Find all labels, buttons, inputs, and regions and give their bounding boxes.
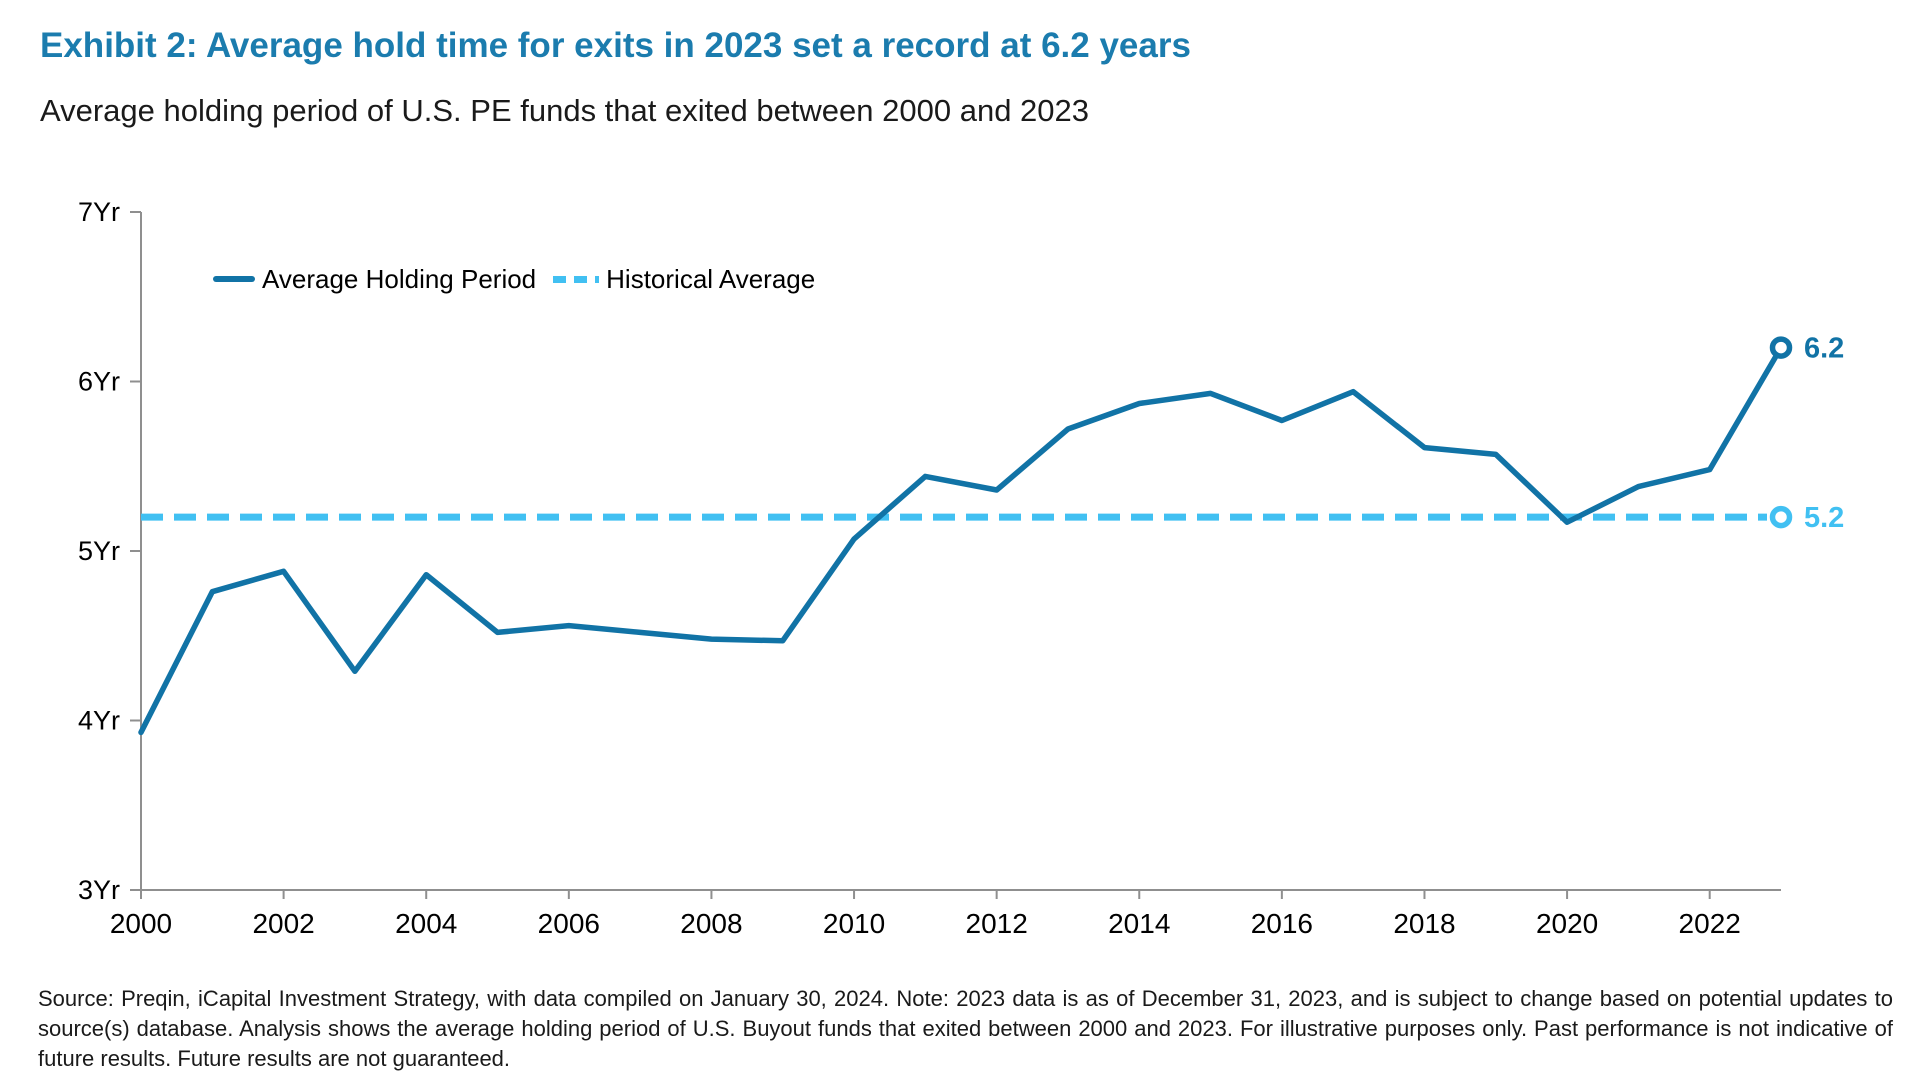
legend-label: Historical Average [606,263,816,294]
historical-average-marker [1769,505,1793,529]
endpoint-value-label: 6.2 [1804,333,1844,365]
x-tick-label: 2014 [1108,908,1170,939]
source-note-line: future results. Future results are not g… [38,1046,511,1071]
x-tick-label: 2008 [680,908,742,939]
legend-item-historical-average: Historical Average [553,264,815,295]
source-note-line: source(s) database. Analysis shows the a… [38,1016,1893,1041]
x-tick-label: 2006 [538,908,600,939]
chart-legend: Average Holding Period Historical Averag… [213,264,815,294]
x-tick-label: 2010 [823,908,885,939]
x-tick-label: 2016 [1251,908,1313,939]
legend-label: Average Holding Period [262,263,537,294]
x-tick-label: 2020 [1536,908,1598,939]
y-tick-label: 3Yr [78,875,120,905]
y-tick-label: 5Yr [78,536,120,566]
dashed-line-swatch-icon [553,275,600,283]
source-note-line: Source: Preqin, iCapital Investment Stra… [38,986,1893,1011]
legend-item-average-holding-period: Average Holding Period [213,264,536,295]
x-tick-label: 2004 [395,908,457,939]
y-tick-label: 6Yr [78,367,120,397]
y-tick-label: 7Yr [78,197,120,227]
endpoint-marker-2023 [1769,336,1793,359]
average-holding-period-line [138,344,1784,736]
source-note: Source: Preqin, iCapital Investment Stra… [38,984,1893,1074]
x-tick-label: 2022 [1679,908,1741,939]
chart-subtitle: Average holding period of U.S. PE funds … [40,93,1090,128]
x-tick-label: 2002 [252,908,314,939]
x-tick-label: 2018 [1393,908,1455,939]
solid-line-swatch-icon [213,276,255,282]
y-tick-label: 4Yr [78,706,120,736]
exhibit-title: Exhibit 2: Average hold time for exits i… [40,26,1191,65]
x-tick-label: 2000 [110,908,172,939]
historical-average-value-label: 5.2 [1804,502,1844,534]
x-tick-label: 2012 [966,908,1028,939]
